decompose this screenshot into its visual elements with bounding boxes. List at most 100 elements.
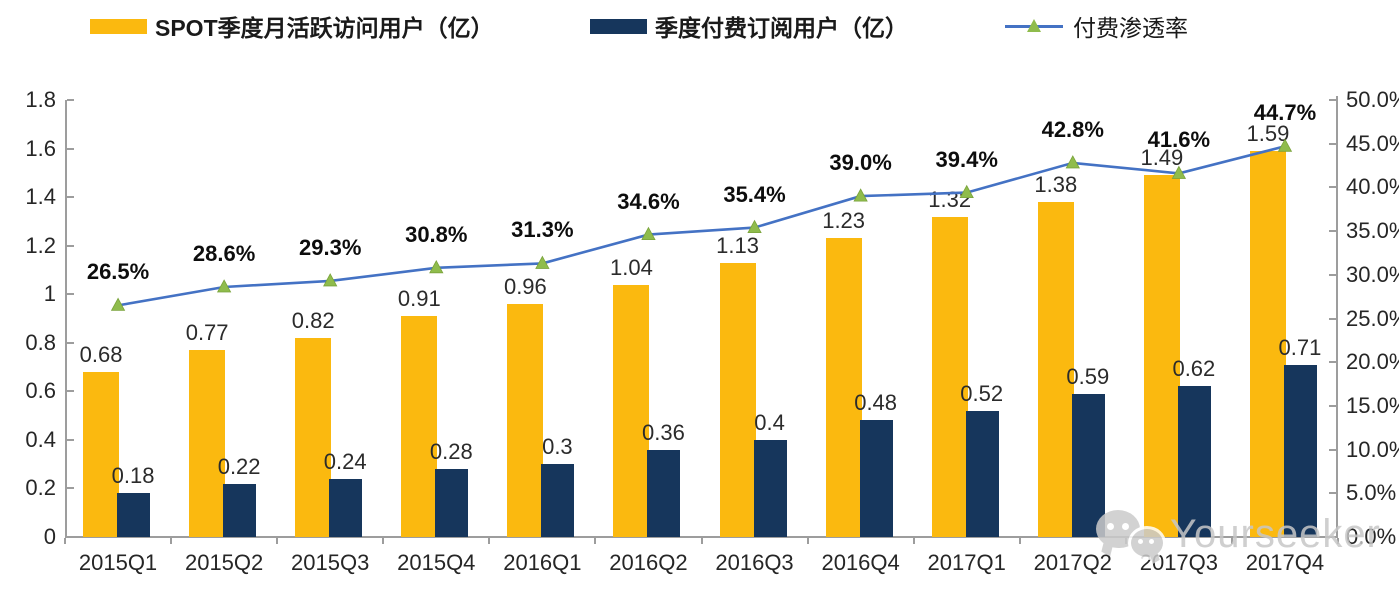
bar-subs-value-label: 0.71 bbox=[1278, 334, 1322, 360]
x-axis-category-label: 2016Q4 bbox=[821, 550, 900, 575]
bar-subs bbox=[1071, 393, 1105, 537]
y-axis-left-line bbox=[65, 100, 67, 537]
y-axis-right-tick-label: 45.0% bbox=[1346, 130, 1399, 156]
penetration-value-label: 44.7% bbox=[1253, 100, 1317, 126]
x-axis-category-label: 2015Q1 bbox=[78, 550, 158, 575]
x-axis-category-label: 2015Q4 bbox=[397, 550, 476, 575]
y-axis-left-tick-label: 1 bbox=[43, 281, 56, 307]
y-axis-right-tick-label: 40.0% bbox=[1346, 174, 1399, 200]
triangle-marker-icon bbox=[1065, 155, 1080, 169]
y-axis-left-tick-label: 1.2 bbox=[25, 232, 56, 258]
x-axis-category-label: 2017Q4 bbox=[1245, 550, 1325, 575]
bar-mau bbox=[719, 262, 756, 537]
y-axis-left-tick-label: 0.2 bbox=[25, 475, 56, 501]
y-axis-left-tick-label: 0 bbox=[43, 524, 56, 549]
triangle-marker-icon bbox=[1277, 138, 1293, 152]
y-axis-right-tick-label: 35.0% bbox=[1346, 218, 1399, 244]
y-axis-left-tick bbox=[67, 244, 74, 247]
bar-swatch-icon bbox=[90, 18, 147, 34]
bar-mau bbox=[1249, 150, 1286, 537]
y-axis-right-tick bbox=[1329, 317, 1336, 320]
bar-subs-value-label: 0.28 bbox=[429, 439, 473, 465]
y-axis-right-line bbox=[1336, 96, 1338, 537]
legend-label-penetration: 付费渗透率 bbox=[1073, 15, 1188, 41]
x-axis-category-label: 2017Q1 bbox=[927, 550, 1006, 575]
y-axis-right-tick bbox=[1329, 492, 1336, 495]
bar-subs-value-label: 0.3 bbox=[542, 434, 573, 460]
bar-mau-value-label: 0.91 bbox=[397, 286, 441, 312]
y-axis-right-tick bbox=[1329, 448, 1336, 451]
x-axis-tick bbox=[594, 538, 597, 544]
y-axis-right-tick bbox=[1329, 230, 1336, 233]
triangle-marker-icon bbox=[110, 297, 126, 311]
x-axis-tick bbox=[1230, 538, 1233, 544]
y-axis-left-tick-label: 0.4 bbox=[25, 426, 56, 452]
bar-mau-value-label: 0.96 bbox=[503, 273, 547, 299]
penetration-value-label: 29.3% bbox=[299, 234, 362, 260]
bar-subs bbox=[647, 449, 681, 537]
bar-subs bbox=[435, 469, 469, 537]
wechat-eye bbox=[1138, 539, 1143, 544]
wechat-small-bubble bbox=[1128, 526, 1166, 560]
y-axis-left-tick-label: 0.8 bbox=[25, 329, 56, 355]
penetration-line-path bbox=[117, 145, 1286, 307]
bar-subs bbox=[965, 410, 999, 537]
legend-label-mau: SPOT季度月活跃访问用户（亿） bbox=[155, 15, 494, 41]
bar-subs bbox=[1177, 386, 1211, 537]
bar-mau bbox=[1037, 201, 1074, 537]
bar-subs bbox=[753, 439, 787, 537]
y-axis-right-tick bbox=[1329, 99, 1336, 101]
bar-mau bbox=[507, 303, 544, 537]
y-axis-right-tick bbox=[1329, 273, 1336, 276]
y-axis-right-tick bbox=[1329, 404, 1336, 407]
y-axis-right-tick bbox=[1329, 142, 1336, 145]
y-axis-right-tick bbox=[1329, 186, 1336, 189]
y-axis-left-tick bbox=[67, 438, 74, 441]
bar-mau bbox=[83, 371, 120, 537]
bar-subs-value-label: 0.24 bbox=[323, 448, 367, 474]
bar-subs bbox=[541, 464, 575, 537]
bar-subs bbox=[1283, 364, 1317, 537]
bar-mau-value-label: 0.77 bbox=[185, 320, 229, 346]
penetration-value-label: 30.8% bbox=[405, 221, 468, 247]
bar-subs-value-label: 0.4 bbox=[754, 409, 785, 435]
x-axis-tick bbox=[806, 538, 809, 544]
y-axis-left-tick-label: 0.6 bbox=[25, 378, 56, 404]
bar-mau bbox=[401, 316, 438, 537]
bar-subs-value-label: 0.18 bbox=[111, 463, 155, 489]
penetration-value-label: 41.6% bbox=[1147, 127, 1211, 153]
bar-mau-value-label: 1.38 bbox=[1034, 171, 1078, 197]
bar-subs-value-label: 0.22 bbox=[217, 453, 261, 479]
y-axis-right-tick bbox=[1329, 361, 1336, 364]
bar-subs bbox=[329, 478, 363, 537]
wechat-icon bbox=[1094, 506, 1166, 562]
line-marker-icon bbox=[1005, 18, 1063, 34]
triangle-marker-icon bbox=[1171, 165, 1187, 179]
penetration-value-label: 35.4% bbox=[723, 181, 786, 207]
x-axis-tick bbox=[700, 538, 703, 544]
bar-subs-value-label: 0.36 bbox=[642, 419, 685, 445]
legend-label-subs: 季度付费订阅用户（亿） bbox=[655, 15, 908, 41]
bar-mau-value-label: 0.82 bbox=[291, 307, 335, 333]
bar-mau bbox=[1143, 175, 1180, 537]
triangle-marker-icon bbox=[747, 219, 762, 234]
penetration-value-label: 42.8% bbox=[1041, 116, 1104, 142]
bar-subs bbox=[223, 483, 257, 537]
penetration-value-label: 28.6% bbox=[192, 241, 256, 267]
y-axis-right-tick-label: 25.0% bbox=[1346, 305, 1399, 331]
bar-mau-value-label: 1.23 bbox=[822, 208, 866, 234]
x-axis-tick bbox=[64, 538, 66, 544]
bar-mau bbox=[613, 284, 650, 537]
wechat-eye bbox=[1122, 523, 1129, 530]
triangle-marker-icon bbox=[216, 279, 232, 293]
y-axis-left-tick bbox=[67, 487, 74, 490]
y-axis-left-tick bbox=[67, 341, 74, 344]
y-axis-right-tick-label: 5.0% bbox=[1346, 480, 1397, 506]
triangle-marker-icon bbox=[1027, 18, 1041, 32]
x-axis-line bbox=[65, 536, 1338, 538]
bar-subs-value-label: 0.52 bbox=[960, 380, 1004, 406]
wechat-eye bbox=[1107, 523, 1114, 530]
legend-item-mau: SPOT季度月活跃访问用户（亿） bbox=[90, 10, 494, 42]
x-axis-tick bbox=[276, 538, 279, 544]
